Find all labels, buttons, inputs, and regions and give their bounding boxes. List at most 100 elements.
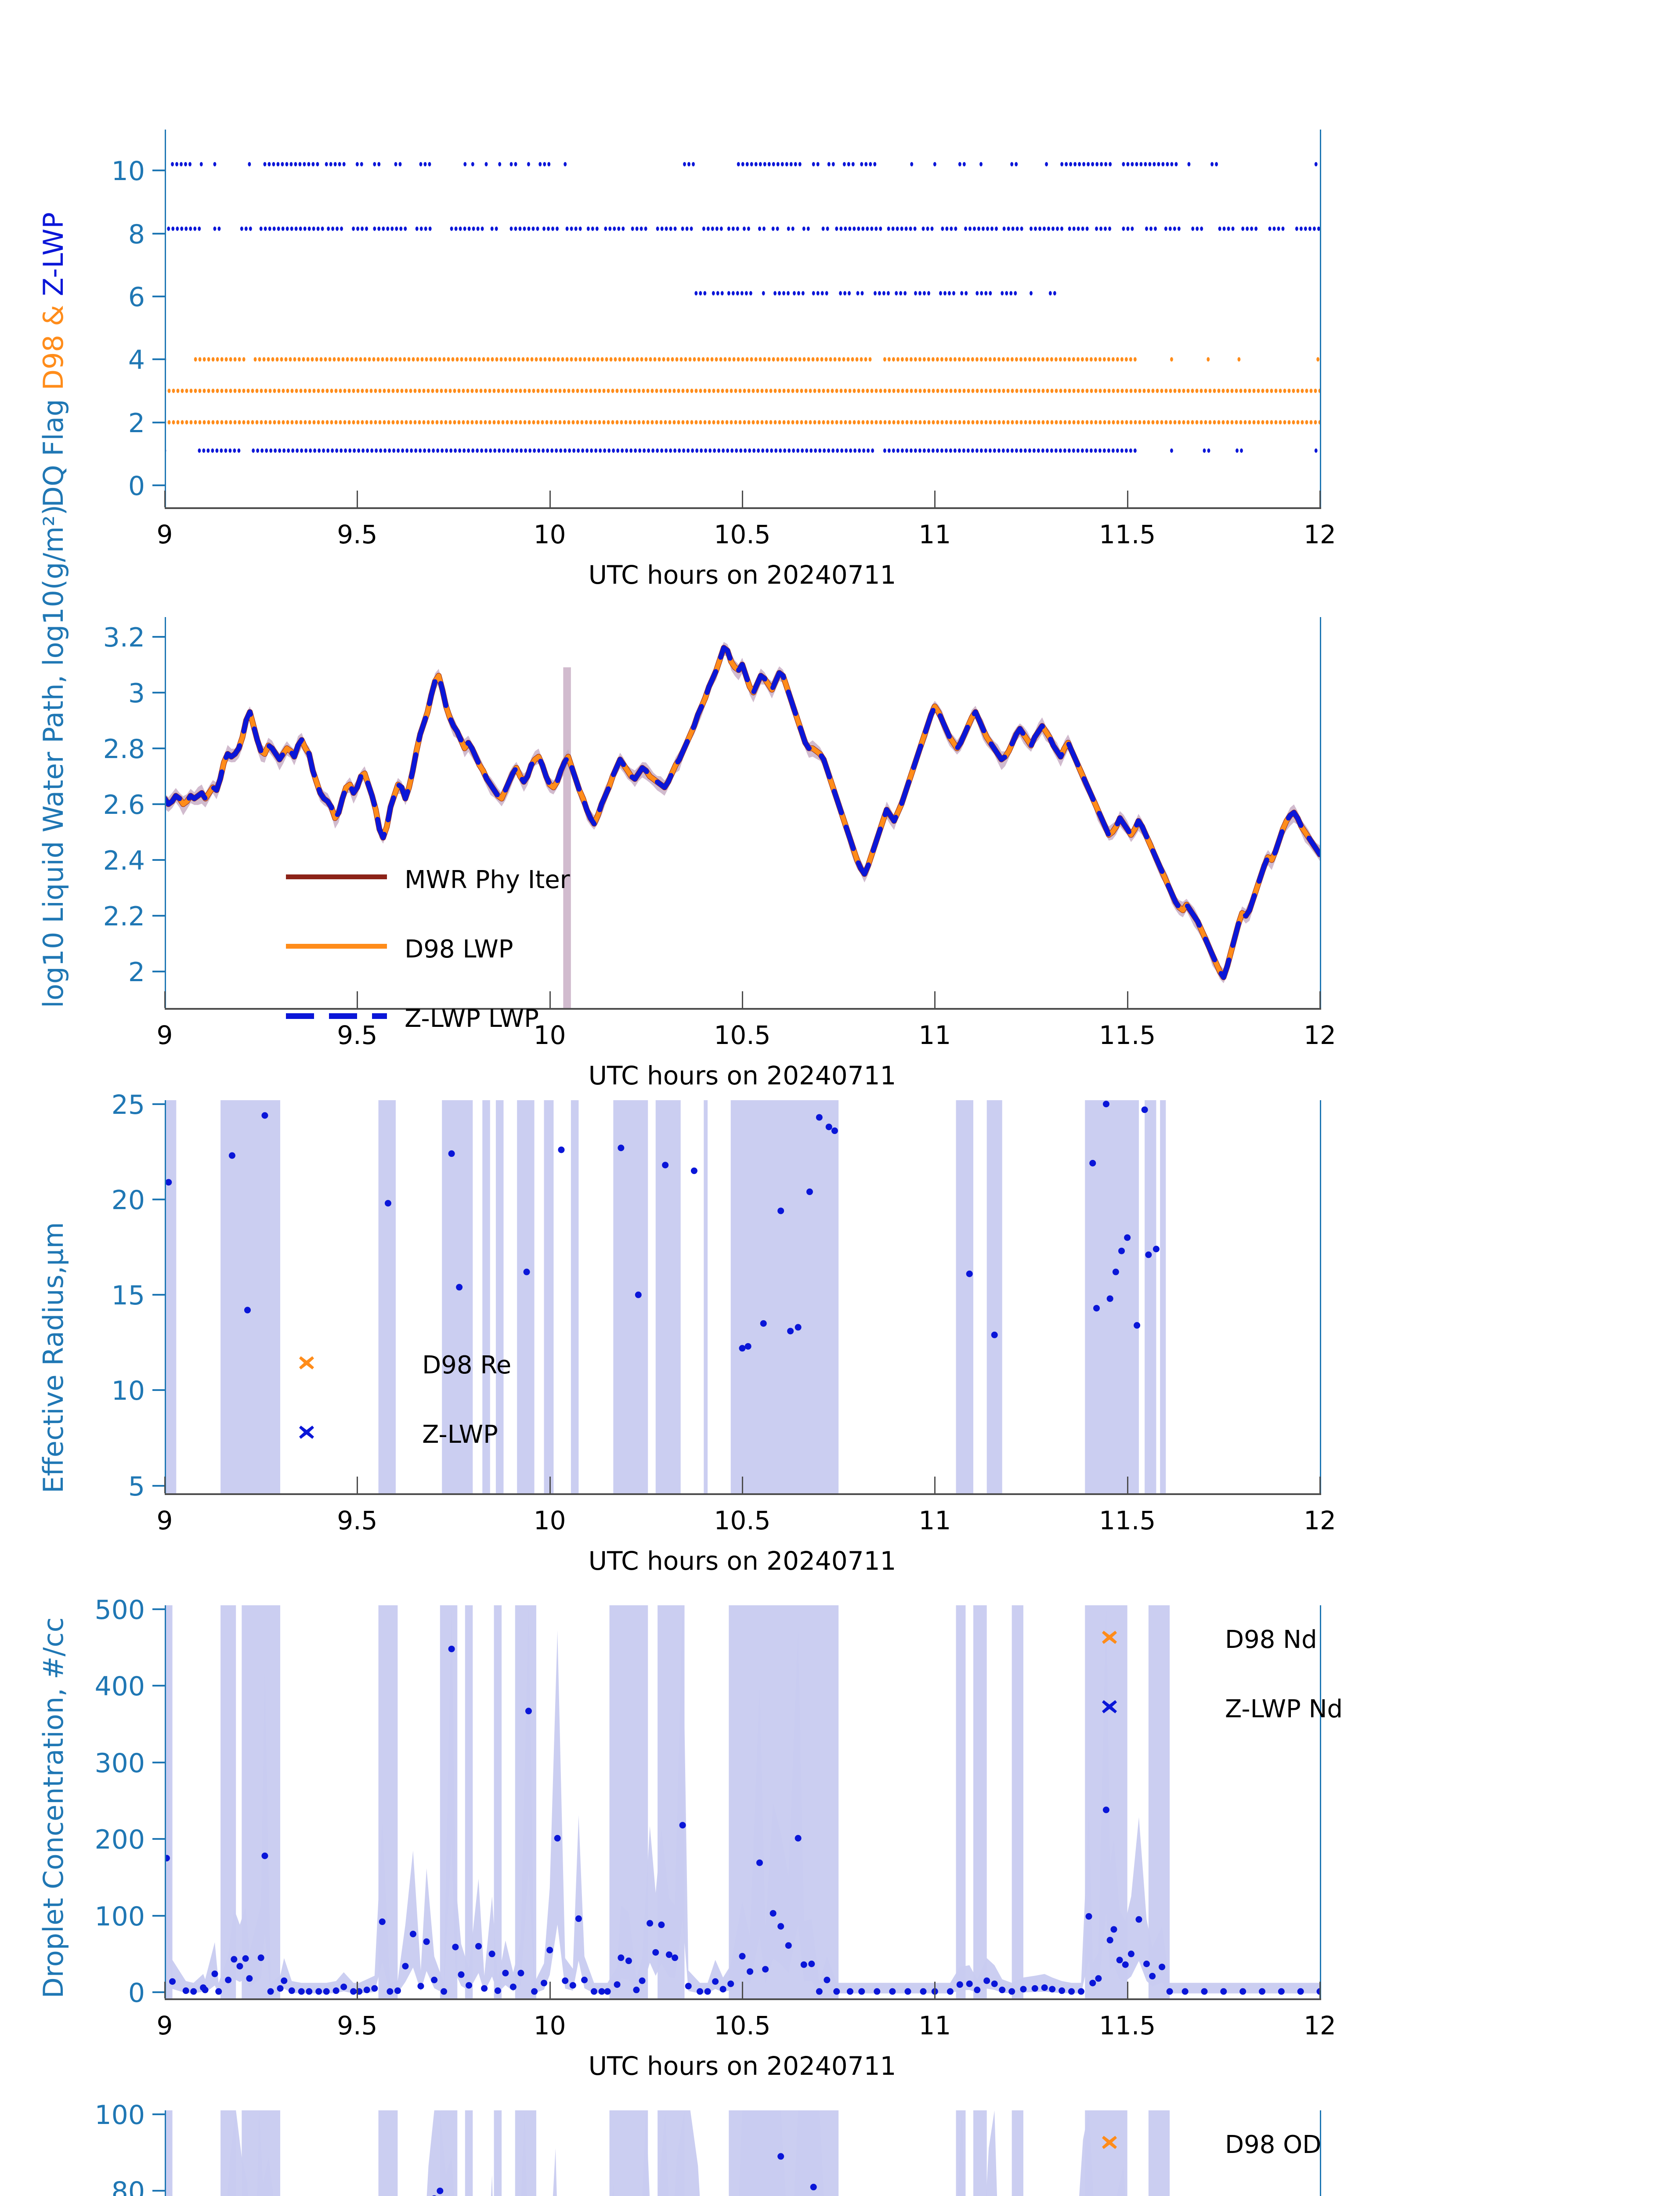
y-tick-label: 0 (128, 470, 145, 502)
legend-marker-x-icon (1101, 1698, 1118, 1715)
x-tick-label: 12 (1304, 2011, 1336, 2041)
x-tick-effective-radius (549, 1477, 551, 1493)
y-tick-label: 100 (94, 2099, 145, 2131)
y-tick-label: 20 (111, 1185, 145, 1216)
x-tick-label: 11.5 (1099, 2011, 1156, 2041)
x-tick-label: 10 (533, 2011, 566, 2041)
x-tick-label: 11.5 (1099, 1506, 1156, 1535)
x-tick-label: 9.5 (337, 1506, 378, 1535)
x-tick-label: 11.5 (1099, 520, 1156, 549)
y-tick-label: 15 (111, 1280, 145, 1311)
plot-area-optical-depth (165, 2110, 1170, 2196)
x-axis-title-effective-radius: UTC hours on 20240711 (588, 1546, 896, 1576)
plot-area-droplet-concentration (165, 1605, 1321, 1998)
x-tick-label: 11 (918, 2011, 951, 2041)
x-tick-droplet-concentration (742, 1982, 743, 1998)
plot-area-lwp (165, 642, 1321, 1008)
y-tick-dq-flag (152, 358, 166, 361)
x-tick-dq-flag (1127, 491, 1128, 507)
y-tick-lwp (152, 803, 166, 805)
x-axis-line-dq-flag (165, 507, 1321, 509)
y-tick-droplet-concentration (152, 1838, 166, 1840)
legend-label: MWR Phy Iter (405, 866, 570, 894)
y-tick-effective-radius (152, 1294, 166, 1296)
y-tick-effective-radius (152, 1389, 166, 1391)
y-tick-dq-flag (152, 295, 166, 297)
y-tick-droplet-concentration (152, 1685, 166, 1687)
plot-area-effective-radius (165, 1100, 1166, 1493)
legend-swatch (286, 1013, 387, 1019)
x-tick-label: 10 (533, 520, 566, 549)
y-tick-label: 10 (111, 1376, 145, 1407)
y-tick-effective-radius (152, 1103, 166, 1105)
x-tick-effective-radius (164, 1477, 166, 1493)
x-tick-dq-flag (742, 491, 743, 507)
x-tick-droplet-concentration (549, 1982, 551, 1998)
x-tick-droplet-concentration (164, 1982, 166, 1998)
x-axis-line-lwp (165, 1008, 1321, 1010)
legend-label: Z-LWP Nd (1225, 1695, 1343, 1723)
right-spine-dq-flag (1320, 130, 1321, 507)
x-tick-label: 11 (918, 520, 951, 549)
legend-label: D98 OD (1225, 2131, 1322, 2159)
y-tick-label: 300 (94, 1748, 145, 1779)
x-tick-label: 9 (156, 1506, 173, 1535)
y-tick-label: 3 (128, 678, 145, 709)
x-tick-effective-radius (742, 1477, 743, 1493)
x-tick-label: 12 (1304, 1020, 1336, 1050)
x-tick-label: 11.5 (1099, 1020, 1156, 1050)
y-tick-lwp (152, 636, 166, 638)
x-tick-effective-radius (1319, 1477, 1321, 1493)
legend-marker-x-icon (298, 1424, 315, 1441)
legend-marker-x-icon (1101, 1629, 1118, 1646)
x-tick-label: 11 (918, 1506, 951, 1535)
x-axis-line-effective-radius (165, 1493, 1321, 1495)
right-spine-effective-radius (1320, 1100, 1321, 1493)
x-tick-label: 12 (1304, 1506, 1336, 1535)
y-axis-line-dq-flag (165, 130, 166, 507)
y-tick-lwp (152, 915, 166, 917)
x-tick-droplet-concentration (357, 1982, 358, 1998)
x-tick-label: 9.5 (337, 2011, 378, 2041)
x-tick-lwp (357, 991, 358, 1008)
y-tick-effective-radius (152, 1198, 166, 1200)
y-tick-lwp (152, 859, 166, 861)
x-tick-dq-flag (357, 491, 358, 507)
x-tick-lwp (1319, 991, 1321, 1008)
y-tick-dq-flag (152, 232, 166, 235)
x-tick-lwp (742, 991, 743, 1008)
x-tick-dq-flag (164, 491, 166, 507)
y-tick-dq-flag (152, 484, 166, 486)
x-tick-label: 10 (533, 1506, 566, 1535)
x-tick-lwp (549, 991, 551, 1008)
y-tick-optical-depth (152, 2190, 166, 2192)
x-tick-label: 9.5 (337, 520, 378, 549)
y-axis-line-optical-depth (165, 2110, 166, 2196)
legend-swatch (286, 874, 387, 879)
x-tick-lwp (1127, 991, 1128, 1008)
y-tick-label: 0 (128, 1978, 145, 2009)
legend-label: D98 LWP (405, 935, 513, 964)
right-spine-optical-depth (1320, 2110, 1321, 2196)
legend-marker-x-icon (298, 1354, 315, 1371)
y-axis-line-lwp (165, 617, 166, 1008)
x-tick-droplet-concentration (1319, 1982, 1321, 1998)
x-axis-title-lwp: UTC hours on 20240711 (588, 1061, 896, 1091)
x-tick-dq-flag (934, 491, 936, 507)
y-tick-label: 100 (94, 1901, 145, 1932)
x-axis-line-droplet-concentration (165, 1998, 1321, 2000)
y-tick-label: 500 (94, 1594, 145, 1625)
y-tick-label: 4 (128, 345, 145, 376)
x-axis-title-droplet-concentration: UTC hours on 20240711 (588, 2051, 896, 2081)
legend-label: Z-LWP LWP (405, 1004, 539, 1033)
x-tick-lwp (934, 991, 936, 1008)
y-tick-label: 5 (128, 1471, 145, 1502)
x-tick-label: 10.5 (714, 2011, 771, 2041)
legend-marker-x-icon (1101, 2134, 1118, 2151)
y-tick-optical-depth (152, 2113, 166, 2115)
right-spine-lwp (1320, 617, 1321, 1008)
x-tick-label: 10.5 (714, 1020, 771, 1050)
